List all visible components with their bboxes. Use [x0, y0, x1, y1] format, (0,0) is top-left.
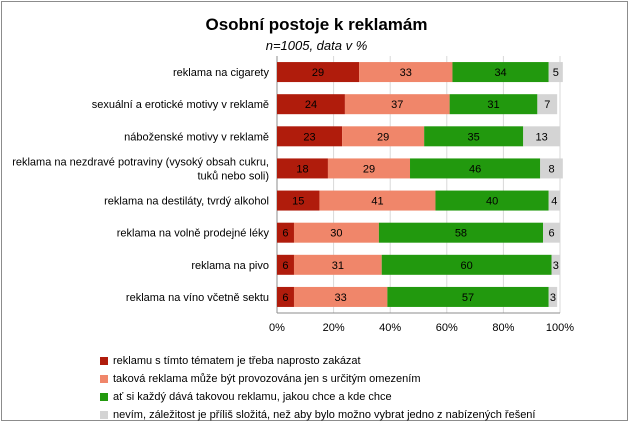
bar-segment — [548, 190, 560, 211]
data-label: 29 — [363, 163, 375, 175]
data-label: 58 — [455, 228, 467, 240]
bar-segment — [293, 286, 388, 307]
legend-item: taková reklama může být provozována jen … — [100, 370, 536, 388]
bar-segment — [327, 158, 411, 179]
category-label: sexuální a erotické motivy v reklamě — [92, 99, 269, 111]
data-label: 57 — [462, 292, 474, 304]
x-tick-label: 60% — [436, 322, 458, 334]
bar-segment — [277, 94, 345, 115]
data-label: 3 — [553, 260, 559, 272]
legend-swatch — [100, 375, 108, 383]
legend-swatch — [100, 357, 108, 365]
data-label: 8 — [548, 163, 554, 175]
data-label: 29 — [377, 131, 389, 143]
category-label: reklama na cigarety — [173, 67, 269, 79]
bar-segment — [293, 222, 379, 243]
data-label: 31 — [332, 260, 344, 272]
legend-label: taková reklama může být provozována jen … — [113, 373, 421, 385]
data-label: 33 — [400, 67, 412, 79]
data-label: 60 — [460, 260, 472, 272]
bar-segment — [359, 62, 453, 83]
data-label: 24 — [305, 99, 317, 111]
x-tick-label: 40% — [379, 322, 401, 334]
data-label: 31 — [487, 99, 499, 111]
bar-segment — [548, 286, 558, 307]
bar-segment — [378, 222, 544, 243]
data-label: 3 — [550, 292, 556, 304]
chart-plot: 0% 20% 40% 60% 80% 100% reklama na cigarety 29 3… — [12, 56, 574, 334]
bar-segment — [277, 286, 294, 307]
bar-segment — [277, 222, 294, 243]
legend-label: nevím, záležitost je příliš složitá, než… — [113, 409, 536, 421]
data-label: 6 — [548, 228, 554, 240]
legend-item: nevím, záležitost je příliš složitá, než… — [100, 406, 536, 424]
bar-segment — [548, 62, 563, 83]
bar-segment — [319, 190, 436, 211]
bar-segment — [410, 158, 541, 179]
data-label: 29 — [312, 67, 324, 79]
data-label: 30 — [330, 228, 342, 240]
bar-segment — [342, 126, 425, 147]
bar-segment — [277, 158, 328, 179]
bar-segment — [381, 254, 552, 275]
data-label: 6 — [282, 260, 288, 272]
bar-segment — [424, 126, 524, 147]
data-label: 46 — [469, 163, 481, 175]
bar-segment — [543, 222, 560, 243]
bar-segment — [551, 254, 560, 275]
legend-item: reklamu s tímto tématem je třeba naprost… — [100, 352, 536, 370]
bar-segment — [344, 94, 450, 115]
data-label: 41 — [371, 196, 383, 208]
category-label: náboženské motivy v reklamě — [124, 131, 269, 143]
data-label: 34 — [494, 67, 506, 79]
data-label: 40 — [486, 196, 498, 208]
data-label: 33 — [335, 292, 347, 304]
data-label: 37 — [391, 99, 403, 111]
legend-label: reklamu s tímto tématem je třeba naprost… — [113, 355, 361, 367]
data-label: 7 — [544, 99, 550, 111]
data-label: 23 — [303, 131, 315, 143]
data-label: 18 — [296, 163, 308, 175]
data-label: 15 — [292, 196, 304, 208]
chart-legend: reklamu s tímto tématem je třeba naprost… — [100, 352, 536, 424]
bar-segment — [540, 158, 563, 179]
bar-segment — [277, 190, 320, 211]
bar-segment — [293, 254, 382, 275]
x-tick-label: 80% — [492, 322, 514, 334]
category-label: reklama na víno včetně sektu — [126, 292, 269, 304]
bar-segment — [449, 94, 538, 115]
category-label: reklama na pivo — [191, 260, 269, 272]
legend-item: ať si každý dává takovou reklamu, jakou … — [100, 388, 536, 406]
data-label: 13 — [535, 131, 547, 143]
legend-swatch — [100, 393, 108, 401]
x-tick-label: 0% — [269, 322, 285, 334]
category-label: reklama na volně prodejné léky — [117, 228, 270, 240]
x-tick-label: 20% — [323, 322, 345, 334]
data-label: 6 — [282, 228, 288, 240]
bar-segment — [277, 126, 343, 147]
x-tick-label: 100% — [546, 322, 574, 334]
data-label: 5 — [553, 67, 559, 79]
bar-segment — [537, 94, 558, 115]
bar-segment — [277, 62, 360, 83]
bar-segment — [452, 62, 549, 83]
bar-segment — [387, 286, 549, 307]
bar-segment — [435, 190, 549, 211]
bar-segment — [277, 254, 294, 275]
chart-title: Osobní postoje k reklamám — [205, 15, 428, 34]
category-label: reklama na nezdravé potraviny (vysoký ob… — [12, 156, 269, 182]
legend-swatch — [100, 411, 108, 419]
category-label: reklama na destiláty, tvrdý alkohol — [104, 196, 269, 208]
bar-segment — [523, 126, 560, 147]
legend-label: ať si každý dává takovou reklamu, jakou … — [113, 391, 392, 403]
data-label: 4 — [551, 196, 557, 208]
data-label: 6 — [282, 292, 288, 304]
chart-subtitle: n=1005, data v % — [265, 38, 368, 53]
data-label: 35 — [468, 131, 480, 143]
